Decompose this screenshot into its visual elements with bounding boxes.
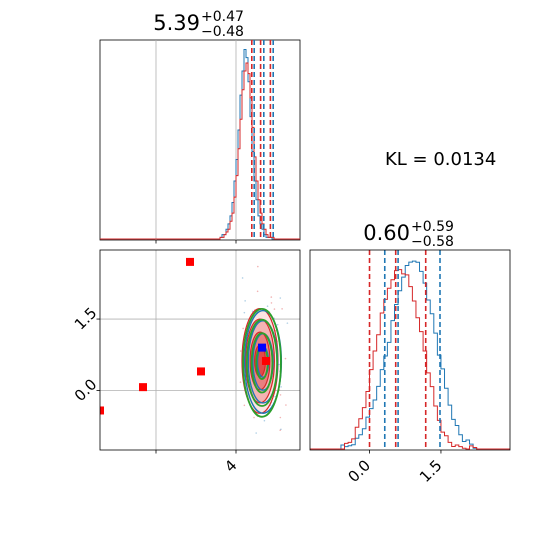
- marginal-x-title: 5.39: [153, 11, 200, 35]
- joint-red-square-marker: [139, 383, 147, 392]
- joint-contour-green: [245, 318, 279, 407]
- joint-sample-point: [301, 350, 303, 352]
- joint-sample-point: [243, 404, 246, 407]
- marginal-x-histograms: [100, 49, 300, 240]
- marginal-x-title-plus: +0.47: [201, 9, 244, 25]
- joint-sample-point: [266, 305, 269, 308]
- marginal-y-panel: 0.0 1.5 0.60 +0.59 −0.58: [309, 219, 511, 486]
- marginal-y-title-plus: +0.59: [411, 219, 454, 235]
- joint-sample-point: [239, 381, 242, 383]
- marginal-x-grid: [155, 40, 237, 244]
- joint-sample-point: [273, 308, 276, 310]
- marginal-y-title-minus: −0.58: [411, 234, 454, 250]
- joint-sample-point: [279, 394, 282, 396]
- joint-sample-point: [255, 432, 257, 434]
- joint-sample-point: [274, 395, 277, 398]
- marginal-x-title-value: 5.39: [153, 11, 200, 35]
- joint-sample-point: [244, 300, 246, 302]
- joint-x-tick-label: 4: [221, 456, 240, 475]
- joint-sample-point: [279, 297, 282, 299]
- marginal-y-frame: [309, 249, 511, 451]
- joint-sample-point: [284, 357, 287, 360]
- joint-blue-square-marker: [258, 343, 266, 352]
- joint-red-square-marker: [262, 356, 270, 365]
- marginal-x-histogram-blue: [100, 49, 300, 240]
- joint-sample-point: [257, 265, 259, 268]
- joint-sample-point: [243, 311, 246, 314]
- marginal-x-histogram-red: [100, 62, 300, 240]
- joint-grid: [100, 250, 300, 450]
- joint-red-square-marker: [186, 257, 194, 266]
- marginal-y-histogram-red: [310, 269, 510, 450]
- joint-red-square-marker: [100, 406, 104, 415]
- marginal-y-title-value: 0.60: [363, 221, 410, 245]
- joint-contours: [235, 265, 303, 464]
- joint-markers: [100, 257, 270, 415]
- joint-x-ticks: 4: [155, 450, 241, 476]
- marginal-y-title: 0.60: [363, 221, 410, 245]
- joint-sample-point: [286, 322, 289, 324]
- joint-y-tick-label: 1.5: [71, 304, 101, 334]
- kl-annotation: KL = 0.0134: [385, 149, 496, 170]
- joint-sample-point: [242, 327, 244, 330]
- marginal-y-quantile-lines: [368, 250, 441, 450]
- joint-contour-green: [250, 332, 274, 394]
- joint-sample-point: [270, 302, 273, 304]
- joint-y-tick-label: 0.0: [71, 375, 101, 405]
- marginal-x-title-minus: −0.48: [201, 24, 244, 40]
- joint-sample-point: [253, 416, 255, 419]
- joint-red-square-marker: [197, 367, 205, 376]
- marginal-x-panel: 5.39 +0.47 −0.48: [99, 9, 301, 244]
- joint-sample-point: [270, 296, 273, 298]
- joint-contour-green: [242, 308, 282, 418]
- joint-sample-point: [285, 404, 287, 406]
- marginal-x-frame: [99, 39, 301, 241]
- joint-y-ticks: 0.0 1.5: [71, 304, 101, 405]
- marginal-x-quantile-lines: [251, 40, 275, 240]
- marginal-y-x-ticks: 0.0 1.5: [345, 450, 446, 486]
- joint-panel: 4 0.0 1.5: [71, 249, 303, 476]
- marginal-y-x-tick-label: 1.5: [416, 456, 446, 486]
- joint-sample-point: [280, 386, 282, 388]
- joint-sample-point: [239, 350, 242, 352]
- marginal-y-histogram-blue: [310, 260, 510, 450]
- joint-sample-point: [279, 429, 281, 432]
- joint-sample-point: [278, 363, 281, 366]
- joint-sample-point: [256, 290, 259, 293]
- marginal-y-histograms: [310, 260, 510, 450]
- marginal-y-x-tick-label: 0.0: [345, 456, 375, 486]
- joint-sample-point: [263, 419, 266, 422]
- joint-frame: [99, 249, 301, 451]
- joint-sample-point: [279, 416, 282, 419]
- joint-sample-point: [241, 277, 244, 279]
- joint-sample-point: [276, 323, 279, 326]
- joint-sample-point: [281, 308, 283, 310]
- joint-sample-point: [280, 428, 282, 431]
- joint-sample-point: [235, 462, 237, 464]
